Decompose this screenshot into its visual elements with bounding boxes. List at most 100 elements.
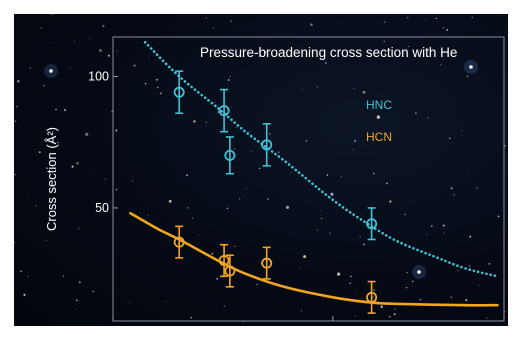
star: [74, 41, 75, 43]
star: [471, 16, 473, 19]
star: [321, 217, 323, 220]
star: [69, 66, 71, 69]
star: [245, 188, 247, 189]
hcn-data-point: [261, 257, 273, 269]
star: [448, 137, 451, 140]
star: [216, 278, 218, 280]
star: [227, 79, 230, 81]
star: [98, 48, 103, 53]
star: [469, 65, 473, 69]
star: [89, 172, 91, 174]
star: [301, 88, 303, 90]
star: [419, 298, 422, 301]
star: [406, 16, 409, 19]
star: [62, 275, 64, 277]
star: [165, 300, 167, 302]
hnc-data-point: [261, 139, 273, 151]
star: [76, 161, 80, 165]
legend-hnc: HNC: [366, 98, 392, 112]
star: [57, 141, 59, 144]
star: [305, 140, 308, 142]
star: [267, 198, 269, 200]
star: [277, 151, 280, 154]
star: [380, 305, 383, 308]
star: [430, 225, 433, 228]
star: [236, 126, 237, 128]
star: [29, 67, 32, 69]
star: [186, 207, 189, 209]
star: [115, 129, 118, 132]
star: [435, 17, 437, 20]
chart-title: Pressure-broadening cross section with H…: [200, 45, 457, 60]
star: [198, 234, 200, 236]
star: [230, 20, 232, 22]
hcn-data-point: [224, 265, 236, 277]
star: [316, 229, 319, 231]
star: [193, 120, 196, 123]
star: [257, 51, 259, 53]
star: [51, 14, 53, 16]
star: [453, 194, 456, 196]
hnc-data-point: [224, 149, 236, 161]
star: [78, 281, 81, 284]
star: [115, 188, 118, 191]
hnc-fit-line: [143, 41, 499, 278]
star: [427, 117, 429, 119]
star: [349, 282, 352, 285]
star: [191, 217, 194, 219]
star: [226, 207, 229, 210]
star: [362, 90, 366, 94]
star: [465, 299, 468, 302]
star: [319, 209, 321, 211]
star: [211, 252, 214, 255]
star: [389, 200, 392, 203]
star: [443, 232, 445, 234]
star: [386, 182, 388, 185]
star: [49, 69, 53, 73]
star: [376, 115, 381, 119]
star: [190, 316, 192, 319]
star: [251, 151, 253, 153]
star: [55, 108, 57, 111]
star: [16, 105, 18, 108]
star: [354, 139, 357, 142]
hnc-data-point: [173, 86, 185, 98]
star: [107, 54, 110, 57]
star: [133, 64, 136, 67]
star: [372, 296, 375, 299]
star: [352, 148, 354, 150]
star: [414, 112, 417, 115]
star: [476, 187, 478, 189]
star: [186, 174, 188, 177]
chart-svg: 55030050100 Pressure-broadening cross se…: [14, 14, 506, 322]
star: [394, 308, 396, 310]
star: [384, 21, 386, 23]
star: [407, 45, 410, 48]
star: [147, 57, 150, 59]
y-tick-label: 50: [95, 201, 109, 215]
star: [362, 243, 365, 246]
star: [417, 270, 421, 274]
star: [229, 75, 231, 77]
star: [256, 283, 259, 286]
star: [450, 296, 453, 299]
star: [43, 85, 45, 87]
star: [467, 169, 469, 171]
star: [384, 53, 386, 55]
hnc-data-point: [366, 218, 378, 230]
star: [53, 47, 55, 49]
star: [412, 280, 414, 283]
star: [461, 130, 463, 132]
star: [14, 120, 17, 122]
star: [372, 172, 375, 175]
star: [75, 309, 77, 311]
star: [325, 62, 327, 64]
star: [111, 110, 113, 112]
star: [466, 75, 469, 78]
star: [258, 167, 261, 170]
star: [359, 235, 361, 238]
star: [405, 287, 408, 289]
star: [446, 29, 449, 31]
hcn-data-point: [366, 291, 378, 303]
star: [330, 192, 334, 196]
